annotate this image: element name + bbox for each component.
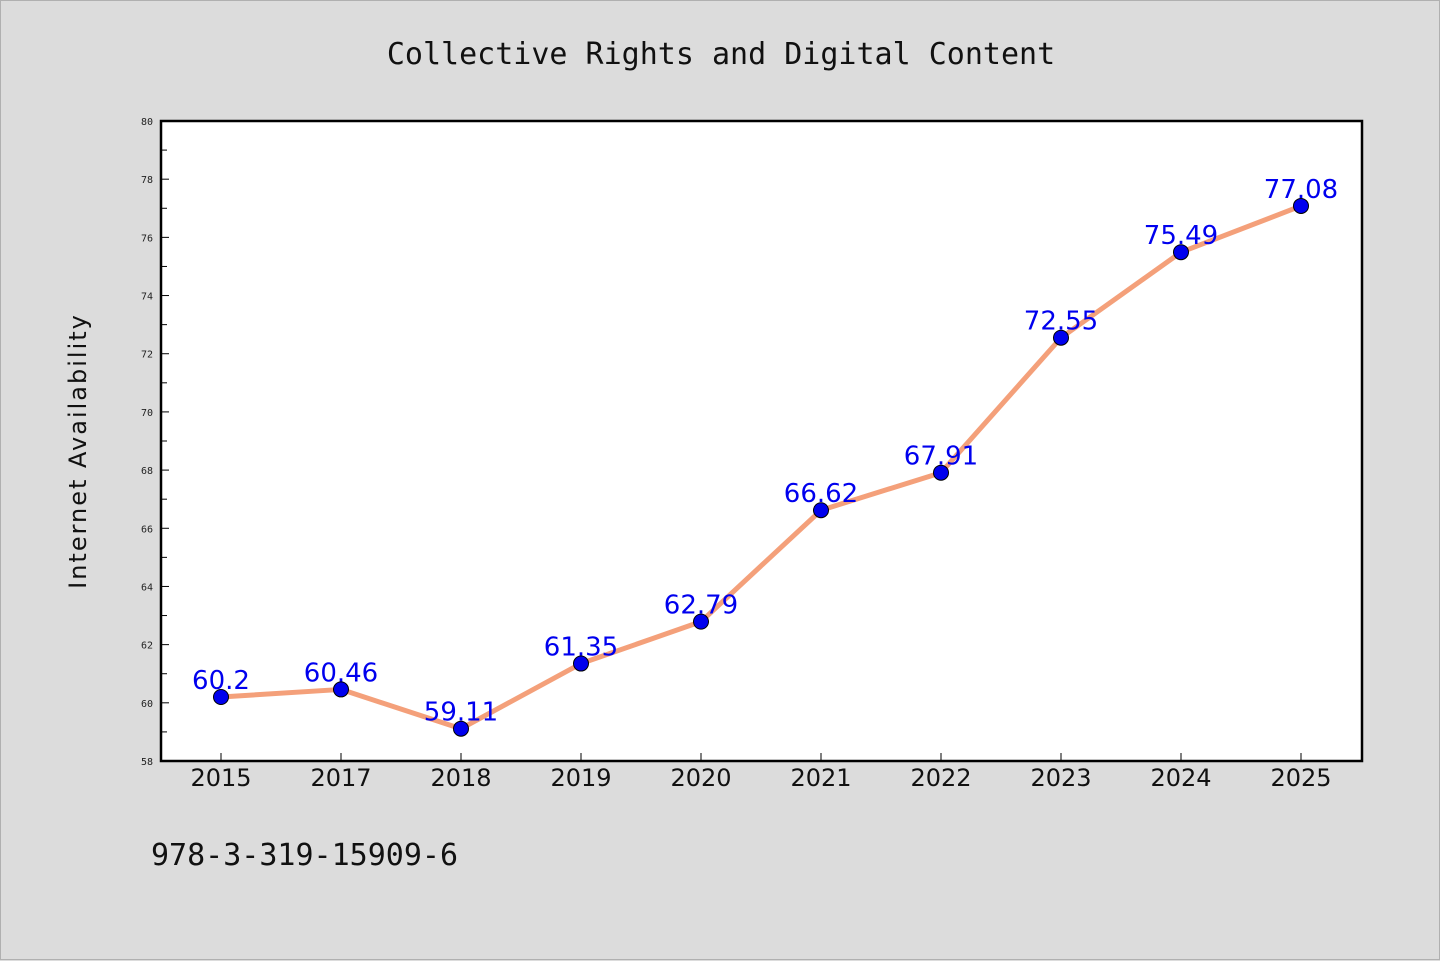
x-tick-label: 2020 — [670, 764, 731, 792]
data-label: 67.91 — [904, 442, 978, 472]
data-point — [573, 655, 589, 672]
y-tick-label: 70 — [141, 408, 153, 419]
x-tick-label: 2025 — [1270, 764, 1331, 792]
data-point — [333, 681, 349, 698]
data-label: 59.11 — [424, 698, 498, 728]
y-tick-label: 68 — [141, 466, 153, 477]
data-label: 66.62 — [784, 479, 858, 509]
data-point — [1173, 244, 1189, 261]
x-tick-label: 2019 — [550, 764, 611, 792]
series-line-group: 60.2 60.46 59.11 61.35 62.79 66.62 67.91 72.55 7… — [192, 175, 1338, 737]
data-label: 75.49 — [1144, 221, 1218, 251]
x-tick-label: 2018 — [430, 764, 491, 792]
y-tick-label: 74 — [141, 292, 153, 303]
y-tick-label: 64 — [141, 582, 153, 593]
data-point — [693, 613, 709, 630]
y-tick-label: 76 — [141, 233, 153, 244]
data-label: 62.79 — [664, 591, 738, 621]
data-label: 72.55 — [1024, 307, 1098, 337]
y-tick-label: 60 — [141, 699, 153, 710]
x-tick-label: 2015 — [190, 764, 251, 792]
footer-id-text: 978-3-319-15909-6 — [151, 838, 458, 873]
data-point — [1293, 197, 1309, 214]
x-tick-label: 2023 — [1030, 764, 1091, 792]
x-tick-label: 2017 — [310, 764, 371, 792]
plot-area — [159, 119, 1364, 763]
data-point — [813, 502, 829, 519]
y-tick-label: 66 — [141, 524, 153, 535]
data-point — [453, 720, 469, 737]
data-label: 60.2 — [192, 666, 250, 696]
y-tick-label: 72 — [141, 350, 153, 361]
x-tick-label: 2024 — [1150, 764, 1211, 792]
y-axis-label: Internet Availability — [64, 313, 92, 589]
x-axis: 2015 2017 2018 2019 2020 2021 2022 2023 2024 2025 — [190, 753, 1332, 792]
data-label: 77.08 — [1264, 175, 1338, 205]
x-tick-label: 2021 — [790, 764, 851, 792]
chart-title: Collective Rights and Digital Content — [387, 37, 1055, 72]
y-tick-label: 58 — [141, 757, 153, 768]
y-axis: 58 60 62 64 66 68 70 72 74 76 78 80 — [141, 117, 169, 768]
data-point — [1053, 329, 1069, 346]
data-label: 60.46 — [304, 658, 378, 688]
y-tick-label: 80 — [141, 117, 153, 128]
data-label: 61.35 — [544, 633, 618, 663]
data-point — [213, 689, 229, 705]
y-tick-label: 78 — [141, 175, 153, 186]
data-point — [933, 464, 949, 481]
series-line — [220, 203, 1302, 732]
x-tick-label: 2022 — [910, 764, 971, 792]
y-tick-label: 62 — [141, 641, 153, 652]
